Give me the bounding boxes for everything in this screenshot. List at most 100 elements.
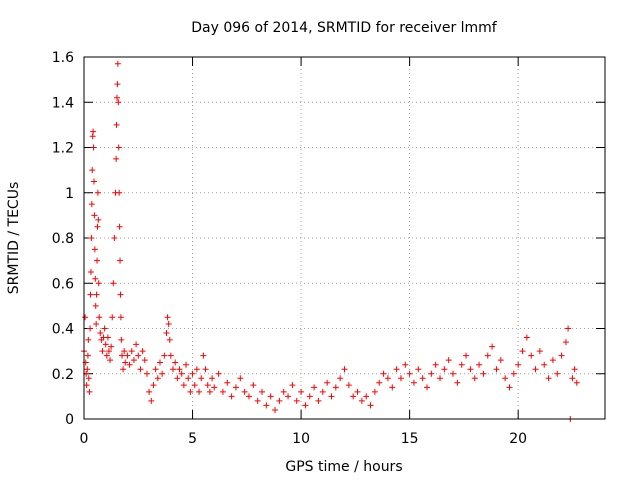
data-point (143, 370, 150, 377)
data-point (114, 60, 121, 67)
data-point (454, 379, 461, 386)
data-point (107, 357, 114, 364)
data-point (445, 357, 452, 364)
data-point (86, 388, 93, 395)
data-point (164, 314, 171, 321)
data-point (541, 361, 548, 368)
x-tick-label: 15 (401, 431, 419, 447)
data-point (319, 388, 326, 395)
data-point (115, 99, 122, 106)
data-point (114, 81, 121, 88)
data-point (196, 388, 203, 395)
data-point (108, 343, 115, 350)
data-point (371, 388, 378, 395)
y-tick-label: 0.2 (52, 367, 74, 383)
data-point (198, 375, 205, 382)
data-point (180, 382, 187, 389)
data-point (163, 330, 170, 337)
data-point (506, 384, 513, 391)
y-tick-label: 0.4 (52, 322, 74, 338)
data-point (87, 325, 94, 332)
data-point (154, 375, 161, 382)
data-point (110, 280, 117, 287)
data-point (94, 257, 101, 264)
data-point (87, 268, 94, 275)
data-point (363, 393, 370, 400)
plot-frame (83, 56, 606, 420)
data-point (137, 366, 144, 373)
data-point (159, 370, 166, 377)
data-point (569, 375, 576, 382)
data-point (187, 388, 194, 395)
data-point (423, 384, 430, 391)
data-point (183, 361, 190, 368)
data-point (117, 314, 124, 321)
data-point (124, 352, 131, 359)
y-axis-title: SRMTID / TECUs (6, 182, 22, 295)
data-point (519, 348, 526, 355)
data-point (289, 382, 296, 389)
data-point (170, 366, 177, 373)
data-point (128, 348, 135, 355)
data-point (85, 336, 92, 343)
data-point (402, 361, 409, 368)
data-point (241, 388, 248, 395)
data-point (228, 393, 235, 400)
data-point (272, 406, 279, 413)
data-point (367, 402, 374, 409)
data-point (380, 370, 387, 377)
data-point (101, 325, 108, 332)
data-point (437, 375, 444, 382)
data-point (254, 397, 261, 404)
data-point (354, 388, 361, 395)
data-point (99, 348, 106, 355)
data-point (206, 388, 213, 395)
data-point (245, 393, 252, 400)
data-point (94, 189, 101, 196)
data-point (376, 379, 383, 386)
data-point (185, 375, 192, 382)
data-point (250, 382, 257, 389)
data-point (115, 144, 122, 151)
y-tick-label: 0.8 (52, 231, 74, 247)
data-point (350, 393, 357, 400)
data-point (118, 336, 125, 343)
data-point (84, 352, 91, 359)
data-point (476, 361, 483, 368)
data-point (467, 366, 474, 373)
data-point (113, 155, 120, 162)
data-point (280, 388, 287, 395)
data-point (135, 352, 142, 359)
data-point (95, 216, 102, 223)
data-point (166, 336, 173, 343)
data-point (83, 382, 90, 389)
data-point (332, 384, 339, 391)
data-point (545, 375, 552, 382)
data-point (172, 359, 179, 366)
data-points (81, 60, 580, 422)
data-point (302, 402, 309, 409)
data-point (523, 334, 530, 341)
data-point (113, 121, 120, 128)
data-point (219, 388, 226, 395)
y-tick-label: 1 (65, 186, 74, 202)
data-point (489, 343, 496, 350)
data-point (267, 393, 274, 400)
data-point (156, 359, 163, 366)
data-point (565, 325, 572, 332)
data-point (146, 388, 153, 395)
data-point (84, 366, 91, 373)
data-point (415, 366, 422, 373)
data-point (484, 352, 491, 359)
data-point (515, 361, 522, 368)
x-tick-label: 0 (80, 431, 89, 447)
x-axis-title: GPS time / hours (285, 459, 402, 475)
y-tick-label: 1.4 (52, 95, 74, 111)
tick-layer: 0 0.2 0.4 0.6 0.8 1 1.2 1.4 1.6 0 5 10 15 20 (52, 50, 605, 447)
data-point (193, 366, 200, 373)
data-point (276, 397, 283, 404)
data-point (571, 366, 578, 373)
data-point (341, 366, 348, 373)
data-point (93, 291, 100, 298)
data-point (215, 370, 222, 377)
